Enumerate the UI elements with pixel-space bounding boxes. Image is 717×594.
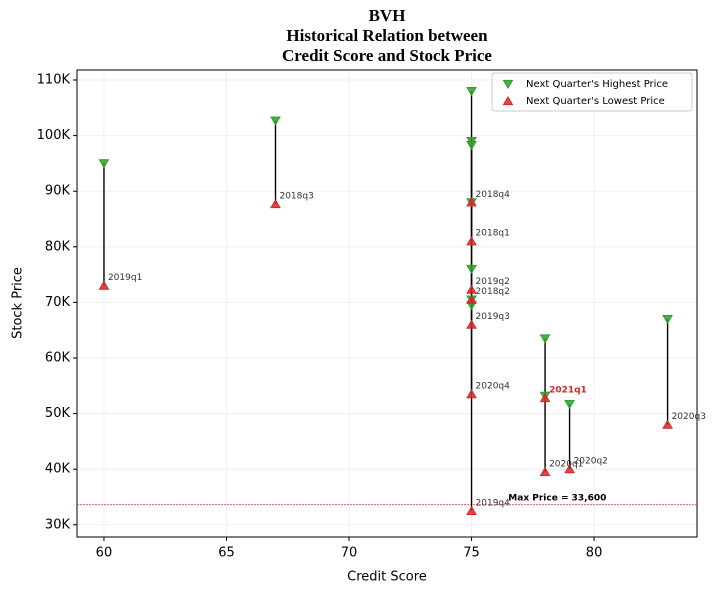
point-label: 2020q2 [574, 457, 608, 467]
point-label: 2018q1 [476, 229, 510, 239]
point [466, 197, 477, 207]
x-axis-label: Credit Score [347, 570, 427, 585]
point-label: 2019q3 [476, 312, 510, 322]
point-label: 2021q1 [549, 386, 587, 396]
point [466, 140, 477, 151]
point [539, 466, 551, 477]
x-tick-label: 70 [341, 546, 358, 561]
point [466, 264, 477, 275]
legend-label: Next Quarter's Highest Price [526, 79, 668, 90]
point [539, 334, 551, 344]
y-tick-label: 60K [45, 350, 71, 365]
point [466, 319, 477, 329]
y-tick-label: 70K [45, 295, 71, 310]
point [539, 392, 551, 403]
point [466, 236, 477, 246]
y-tick-label: 40K [45, 462, 71, 477]
x-tick-label: 60 [96, 546, 113, 561]
point [466, 505, 477, 515]
y-tick-label: 50K [45, 406, 71, 421]
y-tick-label: 90K [45, 184, 71, 199]
point [564, 464, 575, 474]
point-label: 2019q1 [108, 273, 142, 283]
point [466, 294, 477, 304]
point [270, 198, 281, 209]
point-label: 2020q4 [476, 382, 511, 392]
point-label: 2018q2 [476, 287, 510, 297]
chart-title: BVH [369, 6, 406, 25]
point-label: 2020q3 [672, 412, 706, 422]
point [98, 280, 110, 290]
point-label: 2020q1 [549, 459, 583, 469]
point [466, 389, 477, 399]
legend: Next Quarter's Highest Price Next Quarter… [491, 72, 693, 112]
legend-marker [502, 95, 514, 106]
point-label: 2018q3 [279, 191, 313, 201]
point [98, 159, 110, 169]
point [564, 400, 575, 410]
y-tick-label: 110K [37, 73, 71, 88]
y-tick-label: 100K [37, 128, 71, 143]
legend-label: Next Quarter's Lowest Price [526, 96, 665, 107]
point-label: 2019q4 [476, 498, 511, 508]
point [662, 314, 673, 325]
chart-title: Credit Score and Stock Price [282, 46, 492, 65]
point [270, 116, 281, 126]
chart-title: Historical Relation between [286, 26, 488, 45]
legend-frame [491, 72, 693, 112]
point-label: 2018q4 [476, 190, 511, 200]
x-tick-label: 65 [218, 546, 235, 561]
point [466, 284, 477, 294]
reference-label: Max Price = 33,600 [508, 493, 606, 503]
point-label: 2019q2 [476, 277, 510, 287]
point [662, 419, 673, 429]
y-tick-label: 30K [45, 517, 71, 532]
legend-marker [502, 79, 514, 90]
point [466, 87, 477, 97]
x-tick-label: 80 [586, 546, 603, 561]
plot-frame [76, 69, 698, 538]
y-tick-label: 80K [45, 239, 71, 254]
x-tick-label: 75 [463, 546, 480, 561]
y-axis-label: Stock Price [11, 267, 26, 339]
